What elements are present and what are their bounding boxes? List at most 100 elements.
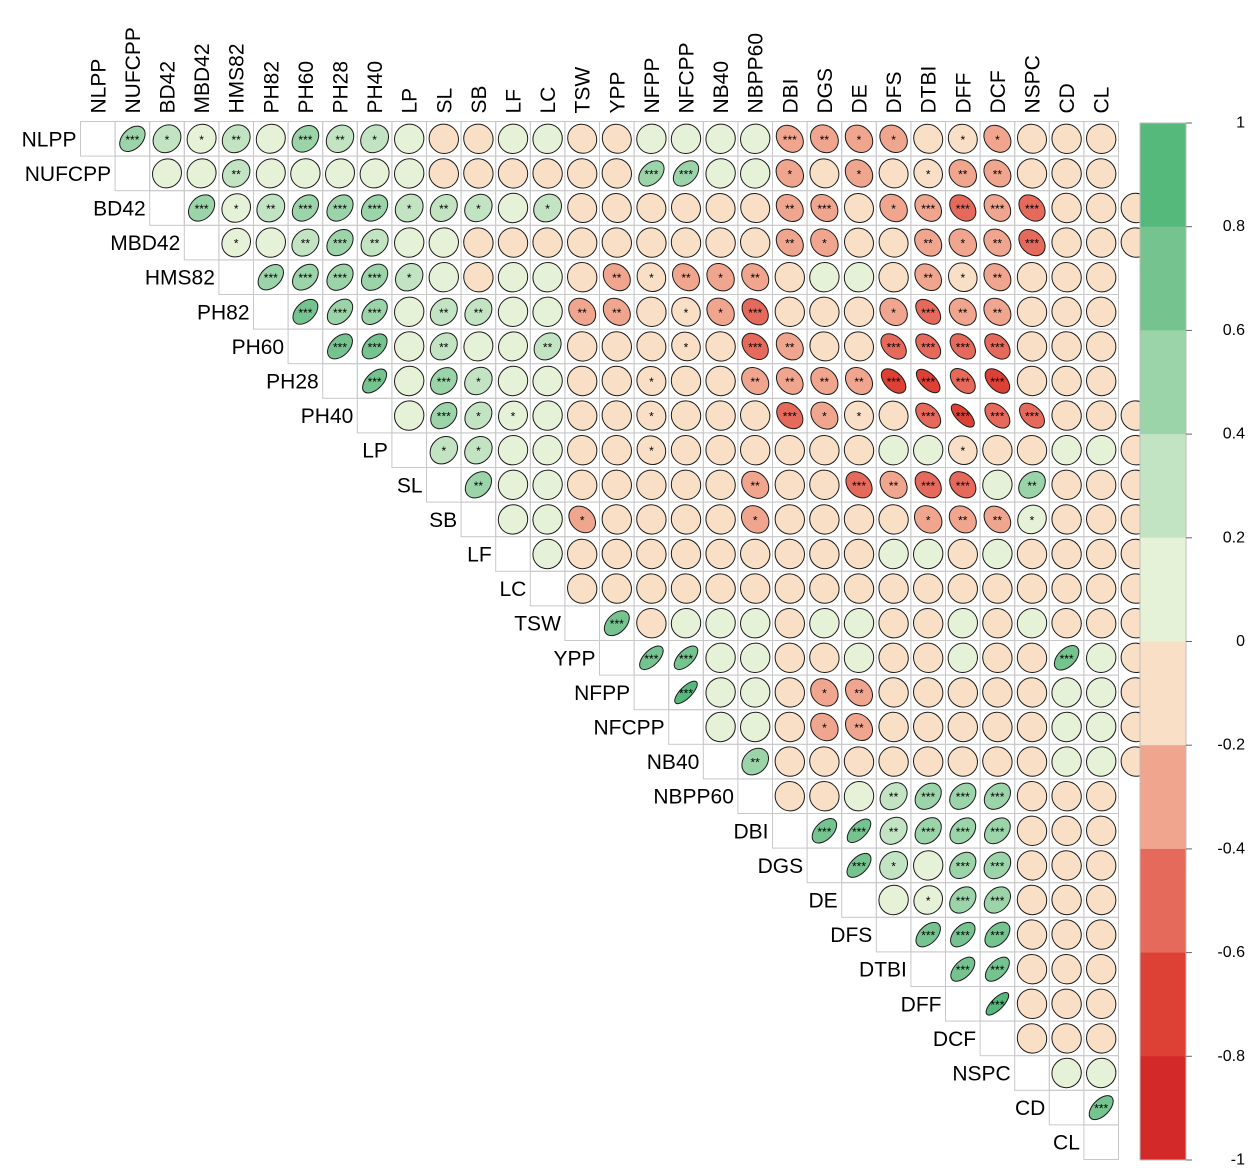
correlation-ellipse <box>845 471 873 499</box>
row-label: CL <box>1053 1132 1080 1155</box>
correlation-ellipse <box>394 193 424 223</box>
correlation-ellipse <box>603 610 630 637</box>
grid-cell <box>460 501 497 538</box>
correlation-ellipse <box>775 332 804 361</box>
correlation-ellipse <box>151 158 183 189</box>
column-label: DGS <box>814 68 837 114</box>
correlation-ellipse <box>1018 470 1046 499</box>
correlation-ellipse <box>984 402 1011 429</box>
correlation-ellipse <box>497 262 529 293</box>
correlation-ellipse <box>914 782 942 810</box>
correlation-ellipse <box>983 263 1012 292</box>
correlation-ellipse <box>1086 573 1117 604</box>
correlation-ellipse <box>497 331 529 362</box>
correlation-ellipse <box>255 123 286 154</box>
correlation-ellipse <box>601 400 632 431</box>
correlation-ellipse <box>670 538 702 570</box>
correlation-ellipse <box>983 194 1012 222</box>
significance-label: * <box>199 133 204 147</box>
correlation-ellipse <box>1016 262 1048 293</box>
significance-label: ** <box>681 271 691 285</box>
significance-label: *** <box>956 790 970 804</box>
correlation-ellipse <box>947 608 978 639</box>
correlation-ellipse <box>843 262 875 293</box>
row-label: LP <box>362 440 388 463</box>
correlation-ellipse <box>567 192 598 224</box>
column-label: LF <box>503 89 526 114</box>
correlation-ellipse <box>983 782 1011 810</box>
significance-label: *** <box>1025 202 1039 216</box>
correlation-ellipse <box>879 816 908 845</box>
correlation-ellipse <box>740 158 771 189</box>
row-label: NUFCPP <box>25 163 111 186</box>
correlation-ellipse <box>497 504 529 535</box>
correlation-ellipse <box>1051 123 1082 154</box>
correlation-ellipse <box>810 401 839 430</box>
correlation-ellipse <box>670 192 702 224</box>
correlation-ellipse <box>670 400 702 431</box>
correlation-ellipse <box>1018 229 1046 257</box>
legend-tick-label: 0.4 <box>1223 426 1245 443</box>
significance-label: ** <box>820 375 830 389</box>
grid-cell <box>218 259 254 295</box>
grid-cell <box>599 640 635 676</box>
correlation-ellipse <box>774 538 805 570</box>
correlation-ellipse <box>913 158 944 189</box>
column-label: CL <box>1091 87 1114 114</box>
correlation-ellipse <box>809 642 840 673</box>
correlation-ellipse <box>1051 262 1082 293</box>
column-label: PH40 <box>364 61 387 114</box>
significance-label: * <box>891 133 896 147</box>
correlation-ellipse <box>636 262 667 293</box>
correlation-ellipse <box>1016 331 1048 362</box>
correlation-ellipse <box>636 608 667 639</box>
correlation-ellipse <box>1051 504 1082 535</box>
significance-label: *** <box>990 998 1004 1012</box>
correlation-ellipse <box>1016 608 1048 639</box>
correlation-ellipse <box>915 298 942 325</box>
correlation-ellipse <box>915 921 941 948</box>
correlation-ellipse <box>636 123 667 154</box>
correlation-ellipse <box>1086 192 1117 224</box>
correlation-ellipse <box>636 296 667 327</box>
grid-cell <box>1048 1089 1085 1126</box>
correlation-ellipse <box>673 645 699 671</box>
correlation-ellipse <box>394 296 425 327</box>
correlation-ellipse <box>809 573 840 604</box>
correlation-ellipse <box>1086 1057 1117 1089</box>
correlation-ellipse <box>843 573 875 604</box>
correlation-ellipse <box>947 262 978 293</box>
correlation-ellipse <box>1088 1095 1114 1121</box>
significance-label: *** <box>298 133 312 147</box>
significance-label: *** <box>956 479 970 493</box>
correlation-ellipse <box>879 850 909 880</box>
correlation-ellipse <box>982 538 1013 570</box>
legend-tick-label: -0.8 <box>1217 1048 1245 1065</box>
correlation-ellipse <box>809 781 840 812</box>
correlation-ellipse <box>1051 677 1082 708</box>
correlation-ellipse <box>878 538 909 570</box>
correlation-ellipse <box>982 435 1013 466</box>
correlation-ellipse <box>914 228 943 257</box>
correlation-ellipse <box>809 331 840 362</box>
correlation-ellipse <box>394 262 424 292</box>
correlation-ellipse <box>741 747 770 776</box>
grid-cell <box>183 224 220 261</box>
correlation-ellipse <box>705 435 736 466</box>
correlation-ellipse <box>463 227 494 258</box>
correlation-ellipse <box>810 712 839 742</box>
correlation-ellipse <box>1051 815 1082 846</box>
correlation-ellipse <box>221 159 251 188</box>
correlation-ellipse <box>636 227 667 258</box>
significance-label: *** <box>956 859 970 873</box>
correlation-ellipse <box>532 296 563 327</box>
correlation-ellipse <box>1086 746 1117 777</box>
correlation-ellipse <box>775 124 804 153</box>
column-label: DBI <box>779 78 802 113</box>
correlation-ellipse <box>705 469 736 500</box>
correlation-ellipse <box>810 366 839 396</box>
correlation-ellipse <box>740 677 771 708</box>
significance-label: *** <box>921 340 935 354</box>
correlation-ellipse <box>290 158 321 189</box>
correlation-ellipse <box>915 368 941 394</box>
